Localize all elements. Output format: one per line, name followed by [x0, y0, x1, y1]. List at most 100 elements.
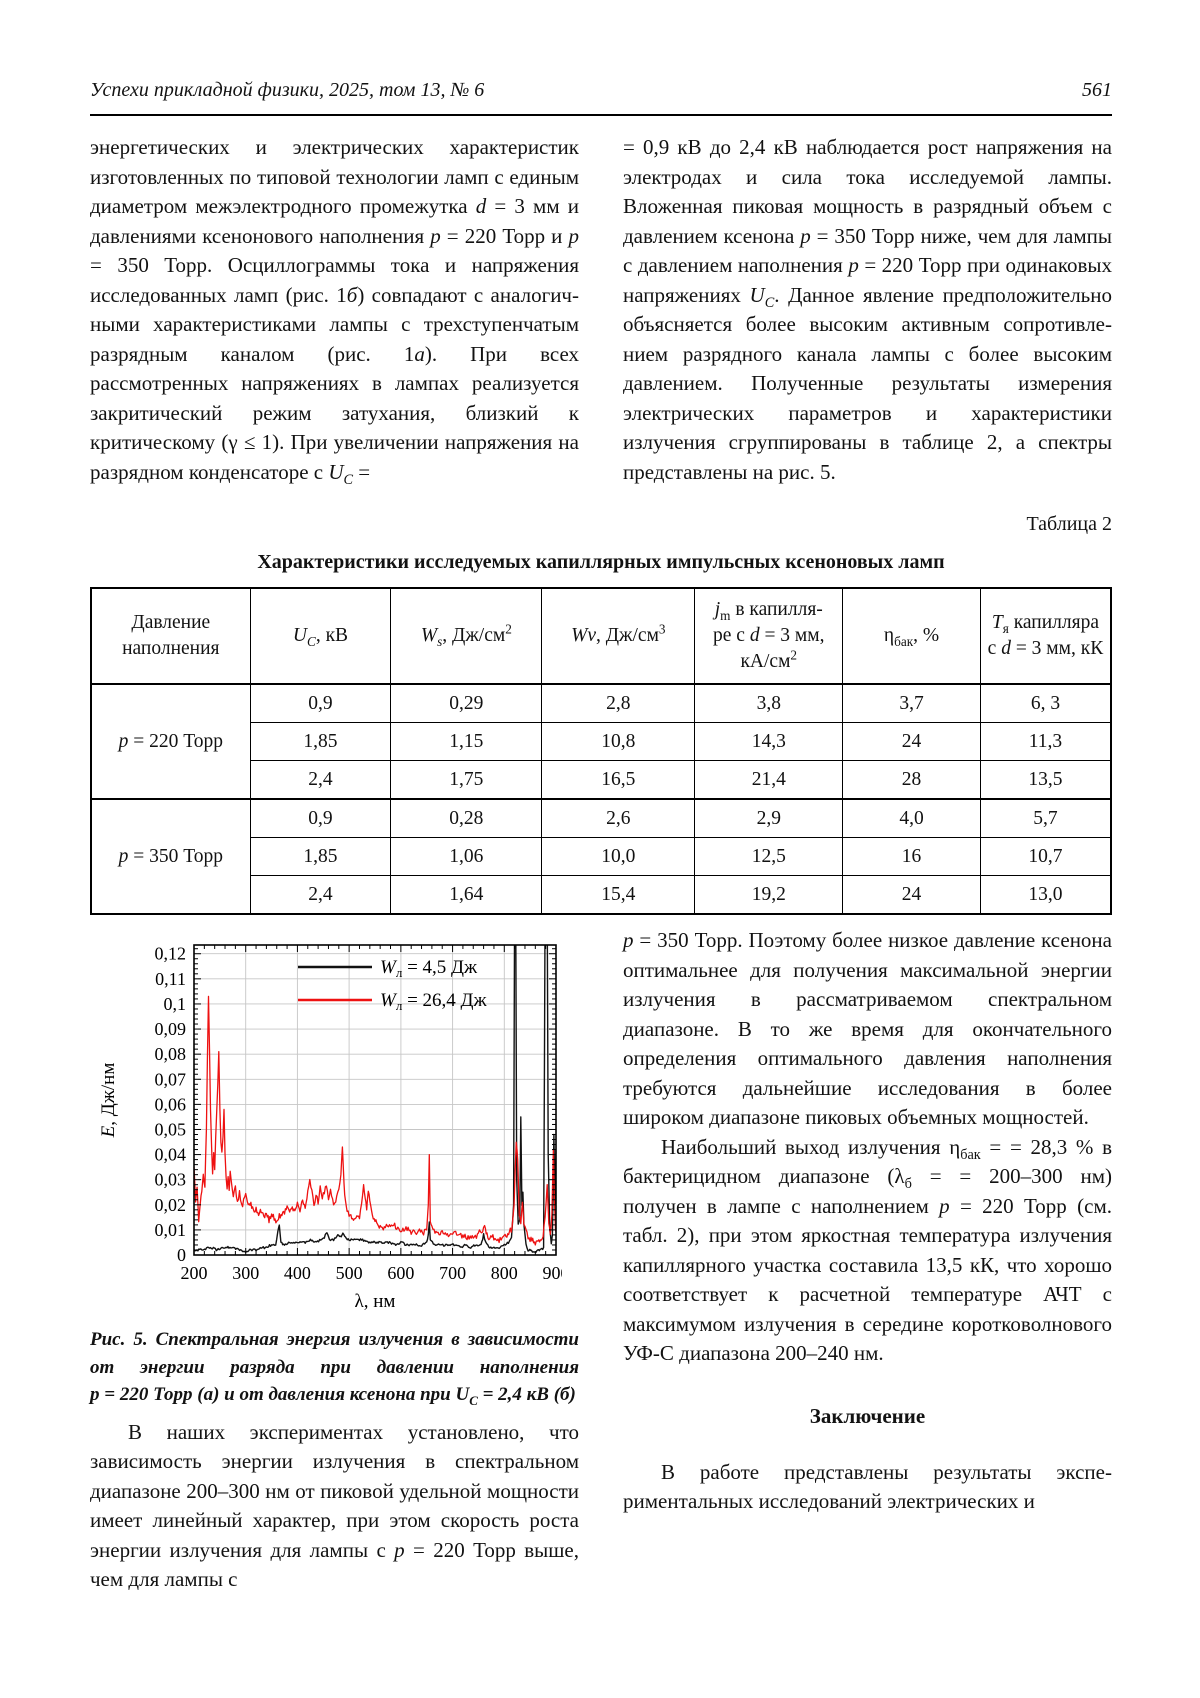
y-tick-label: 0,01 — [155, 1220, 187, 1240]
legend-label-1: Wл = 26,4 Дж — [380, 990, 488, 1013]
table-section: Таблица 2 Характеристики исследуемых кап… — [90, 513, 1112, 915]
table-cell: 3,7 — [842, 683, 981, 723]
table-cell: 11,3 — [979, 722, 1112, 761]
table-cell: 13,0 — [979, 875, 1112, 915]
y-tick-label: 0,05 — [155, 1119, 187, 1139]
page-number: 561 — [1082, 79, 1112, 101]
y-tick-label: 0,07 — [155, 1069, 187, 1089]
table-cell: 10,8 — [541, 722, 696, 761]
column-header: Wv, Дж/см3 — [541, 587, 696, 685]
table-cell: 16 — [842, 837, 981, 876]
table-cell: 21,4 — [694, 760, 844, 800]
table-row: 2,4 1,64 15,4 19,2 24 13,0 — [91, 875, 1112, 915]
table-title: Характеристики исследуемых капиллярных и… — [257, 551, 945, 573]
series-group — [194, 945, 556, 1254]
column-left-bottom: 200 300 400 500 600 700 800 900 0 0,01 0,02 0,03 0,0… — [90, 915, 579, 1595]
table-cell: 1,06 — [390, 837, 543, 876]
table-cell: 24 — [842, 722, 981, 761]
body-bottom: 200 300 400 500 600 700 800 900 0 0,01 0,02 0,03 0,0… — [90, 915, 1112, 1595]
column-left-top: энергетических и электрических характе­р… — [90, 135, 580, 488]
y-tick-label: 0,06 — [155, 1094, 187, 1114]
table-cell: 2,4 — [249, 760, 392, 800]
table-cell: 1,64 — [390, 875, 543, 915]
y-tick-label: 0,09 — [155, 1019, 187, 1039]
table-row: p = 350 Торр 0,9 0,28 2,6 2,9 4,0 5,7 — [90, 798, 1112, 915]
table-cell: 13,5 — [979, 760, 1112, 800]
column-header: jm в капилля-ре с d = 3 мм, кА/см2 — [694, 587, 844, 685]
figure-5: 200 300 400 500 600 700 800 900 0 0,01 0,02 0,03 0,0… — [90, 935, 579, 1409]
table-cell: 14,3 — [694, 722, 844, 761]
series-line-0 — [194, 945, 556, 1254]
y-tick-label: 0,03 — [155, 1170, 187, 1190]
table-cell: 1,15 — [390, 722, 543, 761]
table-cell: 10,0 — [541, 837, 696, 876]
legend-label-0: Wл = 4,5 Дж — [380, 957, 478, 980]
table-cell: 6, 3 — [979, 683, 1112, 723]
table-cell: 10,7 — [979, 837, 1112, 876]
table-row: p = 220 Торр 0,9 0,29 2,8 3,8 3,7 6, 3 — [90, 683, 1112, 800]
column-right-bottom: p = 350 Торр. Поэтому более низкое давле… — [623, 926, 1112, 1595]
x-tick-label: 700 — [439, 1263, 466, 1283]
journal-title: Успехи прикладной физики, 2025, том 13, … — [90, 79, 485, 101]
table-label: Таблица 2 — [1026, 513, 1112, 535]
table-row: 1,85 1,15 10,8 14,3 24 11,3 — [91, 722, 1112, 761]
y-tick-label: 0 — [177, 1245, 186, 1265]
pressure-cell: p = 350 Торр — [90, 798, 251, 915]
x-tick-label: 900 — [543, 1263, 563, 1283]
x-tick-label: 200 — [181, 1263, 208, 1283]
table-cell: 16,5 — [541, 760, 696, 800]
y-tick-label: 0,12 — [155, 944, 187, 964]
table-cell: 0,29 — [390, 683, 543, 723]
column-header: Ws, Дж/см2 — [390, 587, 543, 685]
table-cell: 4,0 — [842, 798, 981, 838]
x-axis-label: λ, нм — [355, 1291, 396, 1312]
table-cell: 3,8 — [694, 683, 844, 723]
table-cell: 1,75 — [390, 760, 543, 800]
table-cell: 5,7 — [979, 798, 1112, 838]
y-tick-label: 0,1 — [164, 994, 187, 1014]
x-tick-label: 600 — [387, 1263, 414, 1283]
table-row: 1,85 1,06 10,0 12,5 16 10,7 — [91, 837, 1112, 876]
table-cell: 19,2 — [694, 875, 844, 915]
y-tick-label: 0,04 — [155, 1145, 187, 1165]
y-axis-label: E, Дж/нм — [98, 1063, 119, 1139]
table-cell: 2,9 — [694, 798, 844, 838]
table-cell: 24 — [842, 875, 981, 915]
x-tick-label: 300 — [232, 1263, 259, 1283]
column-header: ηбак, % — [842, 587, 981, 685]
y-tick-label: 0,08 — [155, 1044, 187, 1064]
table-cell: 0,9 — [249, 683, 392, 723]
table-cell: 15,4 — [541, 875, 696, 915]
table-cell: 2,8 — [541, 683, 696, 723]
column-right-top: = 0,9 кВ до 2,4 кВ наблюдается рост напр… — [623, 135, 1112, 484]
table-cell: 12,5 — [694, 837, 844, 876]
paragraph-pressure: p = 350 Торр. Поэтому более низкое давле… — [623, 928, 1112, 1129]
paragraph-efficiency: Наибольший выход излучения ηбак = = 28,3… — [623, 1134, 1112, 1366]
table-cell: 1,85 — [249, 837, 392, 876]
lamp-characteristics-table: Давление наполнения UC, кВ Ws, Дж/см2 Wv, Дж… — [90, 587, 1112, 915]
pressure-cell: p = 220 Торр — [90, 683, 251, 800]
figure-caption: Рис. 5. Спектральная энергия излучения в… — [90, 1329, 579, 1408]
paragraph-experiments: В наших экспериментах установлено, что з… — [90, 1419, 580, 1592]
conclusion-heading: Заключение — [809, 1403, 926, 1428]
column-header: UC, кВ — [249, 587, 392, 685]
table-cell: 0,28 — [390, 798, 543, 838]
y-tick-label: 0,11 — [155, 969, 186, 989]
paragraph-conclusion: В работе представлены результаты экспе­р… — [623, 1459, 1112, 1514]
series-line-1 — [194, 995, 556, 1246]
table-cell: 1,85 — [249, 722, 392, 761]
page-header: Успехи прикладной физики, 2025, том 13, … — [90, 78, 1112, 116]
table-cell: 0,9 — [249, 798, 392, 838]
table-cell: 2,4 — [249, 875, 392, 915]
table-cell: 28 — [842, 760, 981, 800]
table-cell: 2,6 — [541, 798, 696, 838]
column-header: Tя капилляра с d = 3 мм, кК — [979, 587, 1112, 685]
x-tick-label: 800 — [491, 1263, 518, 1283]
table-row: 2,4 1,75 16,5 21,4 28 13,5 — [91, 760, 1112, 800]
spectrum-chart: 200 300 400 500 600 700 800 900 0 0,01 0,02 0,03 0,0… — [90, 935, 579, 1321]
y-tick-label: 0,02 — [155, 1195, 187, 1215]
plot-frame — [193, 944, 557, 1256]
spectrum-plot: 200 300 400 500 600 700 800 900 0 0,01 0,02 0,03 0,0… — [98, 944, 563, 1312]
x-tick-label: 500 — [336, 1263, 363, 1283]
